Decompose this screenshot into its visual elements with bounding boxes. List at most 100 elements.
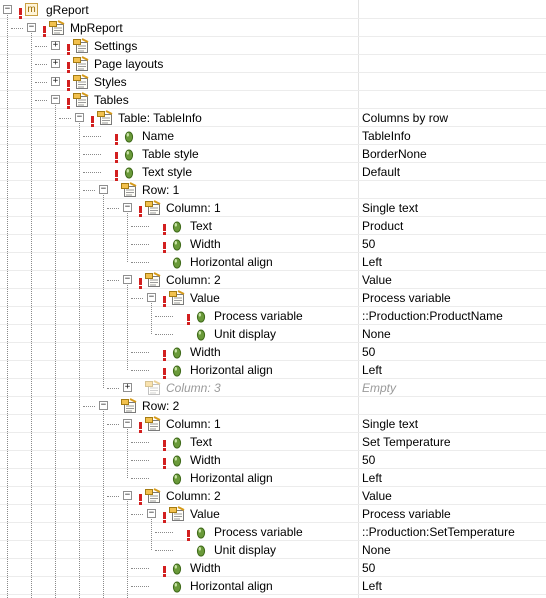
property-icon: [121, 164, 137, 180]
tree-row[interactable]: Name TableInfo: [0, 127, 546, 145]
tree-row-value[interactable]: 50: [362, 345, 376, 359]
column-divider: [358, 0, 359, 598]
tree-row[interactable]: Table style BorderNone: [0, 145, 546, 163]
tree-row-value[interactable]: ::Production:SetTemperature: [362, 525, 515, 539]
error-marker-icon: [115, 134, 118, 145]
tree-row[interactable]: Width 50: [0, 451, 546, 469]
collapse-icon[interactable]: −: [123, 490, 132, 500]
collapse-icon[interactable]: −: [99, 184, 108, 194]
tree-row[interactable]: Process variable::Production:ProductName: [0, 307, 546, 325]
expand-icon[interactable]: +: [51, 40, 60, 50]
collapse-icon[interactable]: −: [75, 112, 84, 122]
tree-row-value[interactable]: Product: [362, 219, 404, 233]
object-icon: [73, 38, 89, 54]
tree-row-value[interactable]: Default: [362, 165, 401, 179]
tree-row-value[interactable]: 50: [362, 453, 376, 467]
tree-row-value[interactable]: TableInfo: [362, 129, 411, 143]
tree-row-label: Horizontal align: [190, 471, 273, 485]
error-marker-icon: [139, 494, 142, 505]
tree-row-label: Column: 3: [166, 381, 221, 395]
expand-icon[interactable]: +: [51, 76, 60, 86]
property-icon: [169, 434, 185, 450]
tree-row[interactable]: Unit display None: [0, 325, 546, 343]
tree-row[interactable]: Width 50: [0, 343, 546, 361]
tree-row[interactable]: Horizontal align Left: [0, 577, 546, 595]
tree-row-value[interactable]: Process variable: [362, 291, 451, 305]
tree-row[interactable]: Horizontal align Left: [0, 253, 546, 271]
tree-row-value[interactable]: Process variable: [362, 507, 451, 521]
error-marker-icon: [139, 278, 142, 289]
collapse-icon[interactable]: −: [147, 508, 156, 518]
tree-row[interactable]: Process variable::Production:SetTemperat…: [0, 523, 546, 541]
tree-row[interactable]: − Tables: [0, 91, 546, 109]
tree-row[interactable]: − Value Process variable: [0, 505, 546, 523]
tree-row[interactable]: Text style Default: [0, 163, 546, 181]
tree-row-value[interactable]: Empty: [362, 381, 397, 395]
object-icon: [49, 20, 65, 36]
tree-row-value[interactable]: Left: [362, 471, 383, 485]
collapse-icon[interactable]: −: [147, 292, 156, 302]
tree-row-value[interactable]: BorderNone: [362, 147, 427, 161]
tree-row[interactable]: Unit display None: [0, 541, 546, 559]
tree-row[interactable]: Horizontal align Left: [0, 361, 546, 379]
tree-row[interactable]: − Column: 1 Single text: [0, 415, 546, 433]
tree-row-value[interactable]: Columns by row: [362, 111, 449, 125]
tree-row[interactable]: − Row: 1: [0, 181, 546, 199]
tree-row-value[interactable]: None: [362, 327, 391, 341]
tree-row-value[interactable]: ::Production:ProductName: [362, 309, 503, 323]
tree-row[interactable]: + Styles: [0, 73, 546, 91]
tree-row[interactable]: − MpReport: [0, 19, 546, 37]
error-marker-icon: [67, 62, 70, 73]
collapse-icon[interactable]: −: [123, 274, 132, 284]
tree-row-label: Value: [190, 507, 220, 521]
tree-row[interactable]: − m gReport: [0, 1, 546, 19]
tree-row-value[interactable]: Set Temperature: [362, 435, 451, 449]
tree-row[interactable]: Text Product: [0, 217, 546, 235]
tree-row-value[interactable]: Left: [362, 363, 383, 377]
tree-row[interactable]: − Column: 1 Single text: [0, 199, 546, 217]
tree-row-label: Width: [190, 237, 221, 251]
tree-row-value[interactable]: 50: [362, 561, 376, 575]
tree-row[interactable]: Width 50: [0, 235, 546, 253]
tree-row[interactable]: Width 50: [0, 559, 546, 577]
tree-row-label: Process variable: [214, 309, 303, 323]
object-icon: [145, 272, 161, 288]
tree-row-label: Column: 2: [166, 273, 221, 287]
tree-row[interactable]: − Table: TableInfo Columns by row: [0, 109, 546, 127]
tree-row[interactable]: + Column: 3 Empty: [0, 379, 546, 397]
tree-row-value[interactable]: Value: [362, 489, 392, 503]
tree-row[interactable]: − Row: 2: [0, 397, 546, 415]
tree-row-value[interactable]: Single text: [362, 417, 419, 431]
tree-row[interactable]: Text Set Temperature: [0, 433, 546, 451]
collapse-icon[interactable]: −: [51, 94, 60, 104]
tree-row[interactable]: + Settings: [0, 37, 546, 55]
tree-row[interactable]: + Page layouts: [0, 55, 546, 73]
tree-row-value[interactable]: None: [362, 543, 391, 557]
error-marker-icon: [187, 314, 190, 325]
tree-row-label: Unit display: [214, 543, 277, 557]
error-marker-icon: [163, 368, 166, 379]
collapse-icon[interactable]: −: [99, 400, 108, 410]
tree-row-label: Row: 1: [142, 183, 180, 197]
error-marker-icon: [163, 350, 166, 361]
collapse-icon[interactable]: −: [123, 418, 132, 428]
collapse-icon[interactable]: −: [123, 202, 132, 212]
tree-row-label: Width: [190, 453, 221, 467]
tree-row[interactable]: − Column: 2 Value: [0, 271, 546, 289]
tree-row[interactable]: − Value Process variable: [0, 289, 546, 307]
expand-icon[interactable]: +: [123, 382, 132, 392]
collapse-icon[interactable]: −: [3, 4, 12, 14]
tree-row-value[interactable]: Left: [362, 579, 383, 593]
tree-row-value[interactable]: Value: [362, 273, 392, 287]
tree-row-value[interactable]: Single text: [362, 201, 419, 215]
tree-row-label: Horizontal align: [190, 363, 273, 377]
expand-icon[interactable]: +: [51, 58, 60, 68]
collapse-icon[interactable]: −: [27, 22, 36, 32]
property-icon: [169, 560, 185, 576]
tree-row-value[interactable]: Left: [362, 255, 383, 269]
property-icon: [193, 326, 209, 342]
tree-row-label: Row: 2: [142, 399, 180, 413]
tree-row[interactable]: − Column: 2 Value: [0, 487, 546, 505]
tree-row[interactable]: Horizontal align Left: [0, 469, 546, 487]
tree-row-value[interactable]: 50: [362, 237, 376, 251]
